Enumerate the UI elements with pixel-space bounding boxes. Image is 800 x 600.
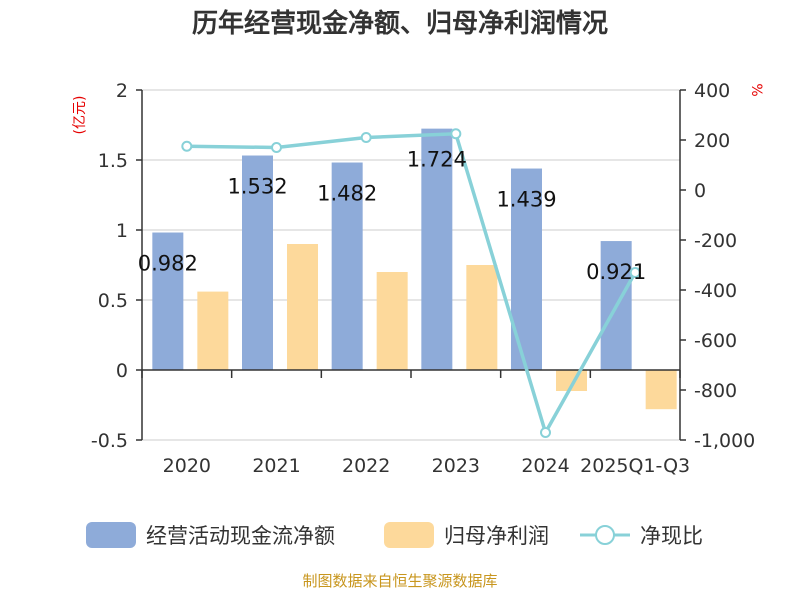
ratio-point — [540, 427, 551, 438]
legend-label-cashflow: 经营活动现金流净额 — [146, 524, 335, 548]
ratio-line — [181, 128, 641, 438]
bar-net-profit — [376, 272, 408, 370]
left-tick-label: 0.5 — [98, 290, 128, 312]
data-label: 1.439 — [496, 188, 556, 212]
ratio-point — [271, 142, 282, 153]
right-tick-label: -800 — [694, 380, 737, 402]
bar-net-profit — [197, 291, 229, 370]
data-label: 0.921 — [586, 260, 646, 284]
bar-cashflow — [152, 232, 184, 370]
x-tick-label: 2021 — [252, 455, 300, 477]
x-tick-label: 2023 — [432, 455, 480, 477]
ratio-point — [181, 140, 193, 152]
ratio-point — [450, 128, 462, 140]
right-tick-label: -1,000 — [694, 430, 755, 452]
left-tick-label: 1.5 — [98, 150, 128, 172]
legend-label-net-profit: 归母净利润 — [444, 524, 549, 548]
left-tick-label: 1 — [116, 220, 128, 242]
bar-net-profit — [466, 265, 498, 370]
data-labels: 0.982 1.532 1.482 1.724 1.439 0.921 — [138, 148, 646, 284]
x-tick-label: 2024 — [521, 455, 569, 477]
bars — [152, 128, 677, 410]
x-tick-label: 2022 — [342, 455, 390, 477]
right-tick-label: -200 — [694, 230, 737, 252]
right-tick-label: 200 — [694, 130, 730, 152]
right-tick-label: -600 — [694, 330, 737, 352]
right-axis-ticks: 400 200 0 -200 -400 -600 -800 -1,000 — [680, 80, 755, 452]
data-label: 1.724 — [407, 148, 467, 172]
footer-source: 制图数据来自恒生聚源数据库 — [302, 572, 497, 590]
left-tick-label: 2 — [116, 80, 128, 102]
legend-label-ratio: 净现比 — [640, 524, 703, 548]
left-tick-label: -0.5 — [91, 430, 128, 452]
data-label: 0.982 — [138, 252, 198, 276]
x-tick-label: 2020 — [163, 455, 211, 477]
legend: 经营活动现金流净额 归母净利润 净现比 — [86, 522, 703, 548]
legend-marker-ratio — [595, 525, 615, 545]
bar-net-profit — [645, 370, 677, 410]
ratio-line-path — [186, 131, 637, 437]
left-axis-unit: (亿元) — [72, 96, 88, 135]
right-tick-label: 0 — [694, 180, 706, 202]
ratio-point — [629, 267, 641, 278]
right-axis-unit: % — [748, 83, 764, 96]
data-label: 1.482 — [317, 182, 377, 206]
left-axis-ticks: 2 1.5 1 0.5 0 -0.5 — [91, 80, 142, 452]
right-tick-label: 400 — [694, 80, 730, 102]
bar-cashflow — [331, 162, 363, 370]
left-tick-label: 0 — [116, 360, 128, 382]
legend-swatch-cashflow — [86, 522, 136, 548]
right-tick-label: -400 — [694, 280, 737, 302]
x-axis-ticks: 2020 2021 2022 2023 2024 2025Q1-Q3 — [141, 370, 690, 477]
x-tick-label: 2025Q1-Q3 — [580, 455, 690, 477]
bar-cashflow — [242, 155, 273, 370]
chart-title: 历年经营现金净额、归母净利润情况 — [192, 8, 608, 39]
data-label: 1.532 — [227, 175, 287, 199]
legend-swatch-net-profit — [384, 522, 434, 548]
ratio-point — [360, 132, 372, 143]
bar-net-profit — [287, 244, 318, 370]
bar-cashflow — [421, 128, 453, 370]
